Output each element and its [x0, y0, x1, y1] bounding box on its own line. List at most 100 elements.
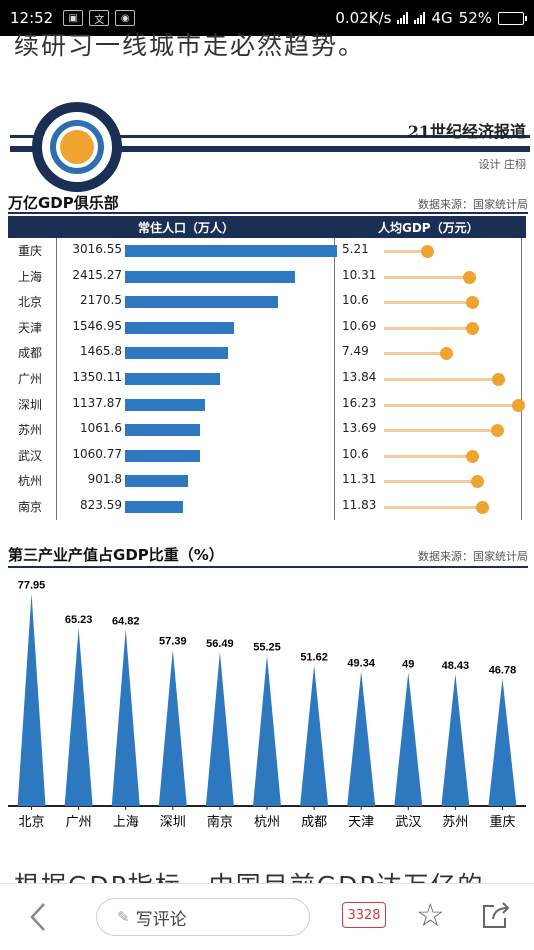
brand-name: 21世纪经济报道: [407, 122, 526, 141]
row-population: 1465.8: [80, 344, 122, 359]
row-city: 杭州: [18, 474, 43, 489]
tick-label: 北京: [19, 815, 45, 830]
row-gdp-per-capita: 7.49: [342, 344, 369, 359]
gdp-lollipop-stem: [384, 403, 518, 407]
table-row: 南京 823.59 11.83: [8, 494, 526, 519]
star-icon: ☆: [416, 896, 445, 934]
data-label: 51.62: [300, 651, 328, 663]
section2-rule: [8, 566, 528, 568]
row-population: 2170.5: [80, 293, 122, 308]
comment-count-button[interactable]: 3328: [342, 902, 386, 928]
row-city: 重庆: [18, 244, 43, 258]
population-bar: [125, 373, 220, 385]
row-gdp-per-capita: 11.83: [342, 498, 377, 512]
gdp-lollipop-stem: [384, 429, 498, 433]
row-city: 广州: [18, 372, 43, 386]
share-bar: [111, 629, 140, 806]
gdp-lollipop-dot: [471, 475, 485, 489]
data-label: 49.34: [347, 658, 375, 670]
table-row: 天津 1546.95 10.69: [8, 315, 526, 340]
row-city: 武汉: [18, 448, 43, 463]
gdp-lollipop-dot: [475, 501, 489, 514]
favorite-button[interactable]: ☆: [416, 896, 445, 934]
tertiary-industry-chart: 77.95 北京 65.23 广州 64.82 上海 57.39 深圳 56.49 南京 55.25…: [8, 580, 526, 830]
gdp-header: 人均GDP（万元）: [378, 221, 479, 235]
population-bar: [125, 347, 228, 360]
share-bar: [253, 655, 281, 806]
row-population: 1061.6: [80, 421, 122, 436]
camera-icon: ◉: [115, 10, 136, 26]
tick-label: 成都: [301, 815, 327, 830]
row-population: 1350.11: [72, 370, 122, 384]
data-label: 56.49: [206, 638, 234, 650]
comment-input[interactable]: ✎ 写评论: [96, 898, 310, 936]
gdp-lollipop-dot: [421, 245, 434, 258]
row-city: 上海: [18, 269, 43, 284]
row-gdp-per-capita: 13.84: [342, 370, 377, 384]
gdp-lollipop-dot: [463, 270, 477, 284]
share-bar: [64, 628, 93, 806]
pencil-icon: ✎: [117, 908, 130, 926]
bottom-toolbar: ✎ 写评论 3328 ☆: [0, 883, 534, 950]
row-population: 2415.27: [72, 267, 122, 282]
table-divider: [521, 238, 522, 520]
tick-label: 天津: [348, 815, 374, 830]
data-label: 64.82: [112, 615, 140, 627]
table-row: 成都 1465.8 7.49: [8, 340, 526, 365]
row-gdp-per-capita: 11.31: [342, 472, 377, 487]
share-bar: [300, 665, 329, 806]
section2-title: 第三产业产值占GDP比重（%）: [8, 546, 224, 564]
section2-source: 数据来源：国家统计局: [418, 550, 528, 563]
tick-label: 南京: [207, 814, 233, 830]
network-type: 4G: [431, 9, 453, 27]
table-row: 广州 1350.11 13.84: [8, 366, 526, 391]
header-line: [10, 146, 530, 152]
gdp-lollipop-dot: [466, 321, 480, 335]
row-gdp-per-capita: 10.31: [342, 267, 377, 282]
row-city: 成都: [18, 346, 43, 361]
share-bar: [347, 671, 376, 806]
section1-source: 数据来源：国家统计局: [418, 198, 528, 211]
population-bar: [125, 475, 189, 488]
share-button[interactable]: [480, 900, 512, 930]
row-gdp-per-capita: 10.69: [342, 318, 377, 333]
share-bar: [394, 672, 423, 806]
row-population: 1137.87: [72, 395, 122, 410]
row-gdp-per-capita: 10.6: [342, 293, 369, 308]
table-row: 杭州 901.8 11.31: [8, 468, 526, 493]
table-divider: [56, 238, 57, 520]
table-header-bar: [8, 216, 526, 238]
gdp-lollipop-dot: [465, 449, 479, 463]
status-time: 12:52: [10, 9, 54, 27]
battery-percent: 52%: [458, 9, 492, 27]
share-bar: [441, 674, 470, 806]
row-gdp-per-capita: 5.21: [342, 242, 369, 256]
row-gdp-per-capita: 10.6: [342, 446, 369, 461]
comment-placeholder: 写评论: [135, 909, 187, 930]
comment-count: 3328: [347, 907, 381, 923]
gdp-lollipop-stem: [384, 352, 446, 356]
battery-icon: [498, 11, 527, 25]
net-speed: 0.02K/s: [335, 9, 392, 27]
data-label: 55.25: [253, 641, 281, 653]
table-row: 北京 2170.5 10.6: [8, 289, 526, 314]
back-button[interactable]: [24, 900, 54, 934]
table-row: 苏州 1061.6 13.69: [8, 417, 526, 442]
row-population: 1060.77: [72, 446, 122, 461]
gdp-lollipop-stem: [384, 506, 482, 509]
row-city: 北京: [18, 295, 43, 310]
tick-label: 广州: [66, 815, 92, 830]
status-bar: 12:52 ▣ 文 ◉ 0.02K/s 4G 52%: [0, 0, 534, 36]
brand-logo: [32, 102, 122, 192]
gdp-lollipop-dot: [439, 347, 453, 361]
population-bar: [125, 296, 278, 309]
logo-ring: [50, 120, 104, 174]
gdp-table: 重庆 3016.55 5.21 上海 2415.27 10.31 北京 2170.5 10.6 天…: [8, 238, 526, 520]
population-bar: [125, 321, 234, 334]
tick-label: 杭州: [254, 815, 280, 830]
data-label: 65.23: [65, 614, 93, 626]
population-bar: [125, 270, 295, 283]
share-icon: [483, 902, 510, 928]
population-bar: [125, 501, 183, 513]
row-population: 1546.95: [72, 318, 122, 333]
